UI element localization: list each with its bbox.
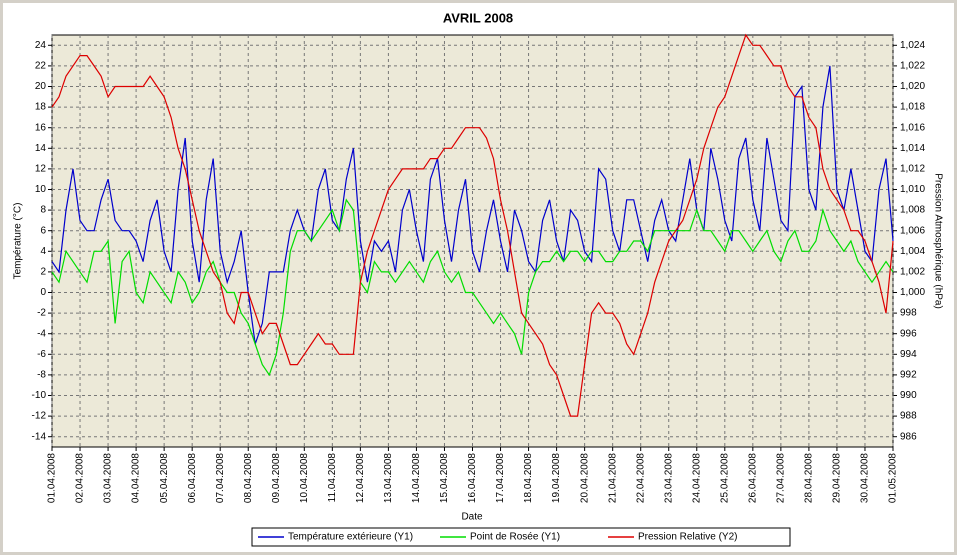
y-tick-label: -10: [32, 390, 47, 401]
y-tick-label: 2: [40, 267, 46, 278]
x-tick-label: 15.04.2008: [439, 453, 450, 503]
y2-tick-label: 1,012: [900, 164, 925, 175]
y2-tick-label: 990: [900, 390, 917, 401]
x-tick-label: 23.04.2008: [663, 453, 674, 503]
x-tick-label: 14.04.2008: [411, 453, 422, 503]
y-tick-label: -14: [32, 431, 47, 442]
x-tick-label: 08.04.2008: [243, 453, 254, 503]
y2-tick-label: 1,020: [900, 81, 925, 92]
x-tick-label: 01.04.2008: [47, 453, 58, 503]
y-tick-label: -2: [37, 308, 46, 319]
y-tick-label: 4: [40, 246, 46, 257]
y-tick-label: 12: [35, 164, 47, 175]
y-tick-label: 6: [40, 225, 46, 236]
y-tick-label: 24: [35, 40, 47, 51]
x-axis-label: Date: [461, 512, 483, 523]
y-tick-label: 16: [35, 122, 47, 133]
y-axis-label: Température (°C): [13, 203, 24, 280]
x-tick-label: 02.04.2008: [75, 453, 86, 503]
legend: [251, 527, 791, 547]
y2-tick-label: 992: [900, 370, 917, 381]
y2-tick-label: 1,022: [900, 61, 925, 72]
y-tick-label: -6: [37, 349, 46, 360]
y2-tick-label: 988: [900, 411, 917, 422]
y2-tick-label: 1,008: [900, 205, 925, 216]
y2-tick-label: 1,014: [900, 143, 925, 154]
x-tick-label: 11.04.2008: [327, 453, 338, 503]
x-tick-label: 12.04.2008: [355, 453, 366, 503]
x-tick-label: 22.04.2008: [635, 453, 646, 503]
x-tick-label: 29.04.2008: [832, 453, 843, 503]
y-tick-label: 8: [40, 205, 46, 216]
y2-tick-label: 1,016: [900, 122, 925, 133]
y-tick-label: 10: [35, 184, 47, 195]
y2-tick-label: 1,006: [900, 225, 925, 236]
x-tick-label: 30.04.2008: [860, 453, 871, 503]
y-tick-label: -12: [32, 411, 47, 422]
y-tick-label: 14: [35, 143, 47, 154]
x-tick-label: 21.04.2008: [607, 453, 618, 503]
y-tick-label: 22: [35, 61, 47, 72]
y-tick-label: 20: [35, 81, 47, 92]
x-tick-label: 20.04.2008: [579, 453, 590, 503]
x-tick-label: 16.04.2008: [467, 453, 478, 503]
y2-tick-label: 994: [900, 349, 917, 360]
x-tick-label: 09.04.2008: [271, 453, 282, 503]
x-tick-label: 06.04.2008: [187, 453, 198, 503]
y-tick-label: -4: [37, 328, 46, 339]
legend-label: Point de Rosée (Y1): [470, 532, 560, 543]
y2-tick-label: 986: [900, 431, 917, 442]
y-tick-label: 18: [35, 102, 47, 113]
x-tick-label: 17.04.2008: [495, 453, 506, 503]
x-tick-label: 04.04.2008: [131, 453, 142, 503]
y2-tick-label: 1,004: [900, 246, 925, 257]
x-tick-label: 07.04.2008: [215, 453, 226, 503]
y2-axis-label: Pression Atmosphérique (hPa): [932, 173, 943, 309]
y2-tick-label: 998: [900, 308, 917, 319]
x-tick-label: 24.04.2008: [691, 453, 702, 503]
x-tick-label: 26.04.2008: [747, 453, 758, 503]
series-line: [51, 65, 894, 345]
x-tick-label: 13.04.2008: [383, 453, 394, 503]
legend-label: Température extérieure (Y1): [288, 532, 413, 543]
x-tick-label: 25.04.2008: [719, 453, 730, 503]
x-tick-label: 10.04.2008: [299, 453, 310, 503]
x-tick-label: 27.04.2008: [776, 453, 787, 503]
y-tick-label: 0: [40, 287, 46, 298]
x-tick-label: 18.04.2008: [523, 453, 534, 503]
y-tick-label: -8: [37, 370, 46, 381]
y2-tick-label: 1,002: [900, 267, 925, 278]
x-tick-label: 01.05.2008: [888, 453, 899, 503]
y2-tick-label: 1,018: [900, 102, 925, 113]
y2-tick-label: 996: [900, 328, 917, 339]
x-tick-label: 19.04.2008: [551, 453, 562, 503]
legend-label: Pression Relative (Y2): [638, 532, 737, 543]
x-tick-label: 05.04.2008: [159, 453, 170, 503]
y2-tick-label: 1,024: [900, 40, 925, 51]
series-line: [51, 198, 894, 377]
x-tick-label: 03.04.2008: [103, 453, 114, 503]
x-tick-label: 28.04.2008: [804, 453, 815, 503]
y2-tick-label: 1,000: [900, 287, 925, 298]
series-line: [51, 33, 894, 417]
y2-tick-label: 1,010: [900, 184, 925, 195]
chart-title: AVRIL 2008: [443, 10, 513, 25]
